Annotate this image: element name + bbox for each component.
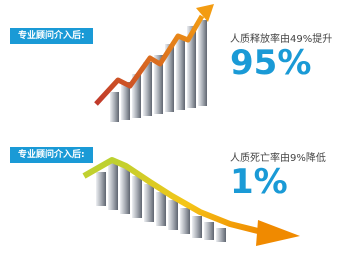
- big-number: 95%: [230, 46, 311, 80]
- tag: 专业顾问介入后:: [10, 28, 93, 44]
- big-number: 1%: [230, 165, 288, 199]
- rising-bars: [96, 4, 214, 122]
- page: 专业顾问介入后: 人质释放率由49%提升 95% 专业顾问介入后: 人质死亡率由…: [0, 0, 342, 258]
- tag: 专业顾问介入后:: [10, 147, 93, 163]
